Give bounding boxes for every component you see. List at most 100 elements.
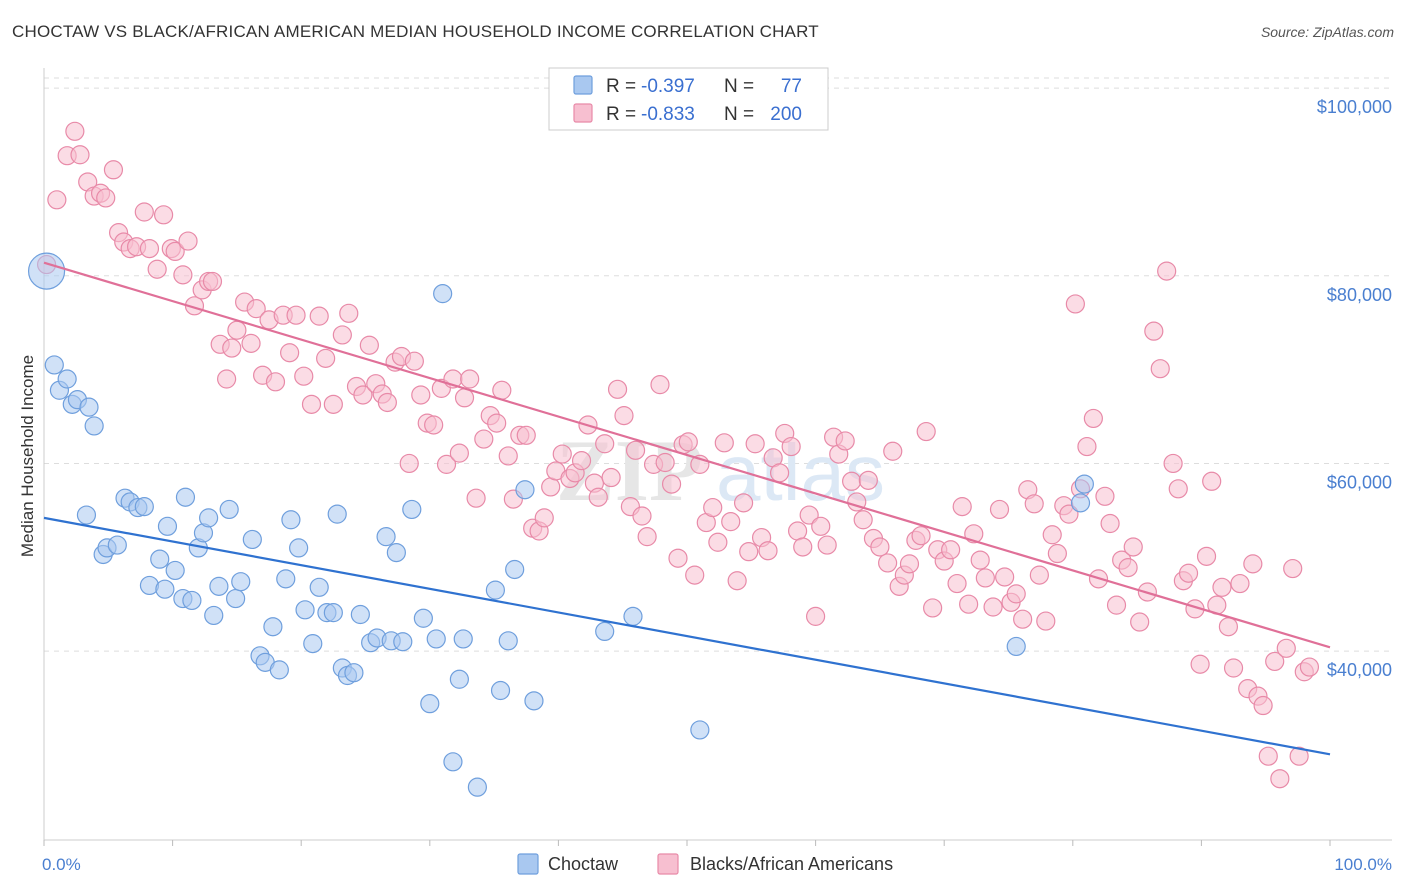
blacks-point-200 bbox=[1270, 769, 1290, 789]
blacks-point-127 bbox=[842, 471, 862, 491]
blacks-point-190 bbox=[1212, 577, 1232, 597]
blacks-point-149 bbox=[970, 550, 990, 570]
legend-r-value-blacks: -0.833 bbox=[641, 104, 695, 125]
choctaw-point-41 bbox=[303, 634, 323, 654]
blacks-point-89 bbox=[614, 406, 634, 426]
choctaw-point-37 bbox=[276, 569, 296, 589]
legend: R = -0.397 N = 77 R = -0.833 N = 200 bbox=[548, 67, 829, 131]
choctaw-point-48 bbox=[344, 663, 364, 683]
blacks-point-105 bbox=[708, 532, 728, 552]
choctaw-point-70 bbox=[524, 691, 544, 711]
choctaw-point-62 bbox=[443, 752, 463, 772]
choctaw-point-22 bbox=[157, 516, 178, 536]
blacks-point-111 bbox=[745, 434, 765, 454]
blacks-point-28 bbox=[222, 338, 242, 358]
series-blacks-african-americans bbox=[36, 121, 1320, 789]
choctaw-point-26 bbox=[199, 508, 219, 528]
blacks-point-76 bbox=[534, 508, 554, 528]
trend-line-choctaw bbox=[43, 516, 1331, 756]
blacks-point-100 bbox=[678, 432, 698, 452]
blacks-point-106 bbox=[714, 433, 734, 453]
blacks-point-60 bbox=[436, 454, 457, 474]
blacks-point-77 bbox=[541, 477, 561, 497]
y-tick-label-2: $60,000 bbox=[1327, 472, 1392, 492]
blacks-point-1 bbox=[47, 190, 67, 210]
blacks-point-17 bbox=[153, 205, 174, 225]
choctaw-point-30 bbox=[226, 588, 246, 609]
legend-n-label-blacks: N = bbox=[724, 104, 754, 125]
bottom-legend-label-choctaw: Choctaw bbox=[548, 854, 619, 874]
blacks-point-38 bbox=[286, 305, 306, 325]
blacks-point-168 bbox=[1083, 408, 1103, 429]
blacks-point-188 bbox=[1202, 471, 1222, 491]
choctaw-point-44 bbox=[323, 603, 343, 623]
trend-line-blacks bbox=[43, 261, 1331, 649]
blacks-point-62 bbox=[449, 443, 469, 463]
blacks-point-68 bbox=[487, 413, 507, 433]
blacks-point-186 bbox=[1190, 654, 1210, 674]
blacks-point-120 bbox=[799, 505, 819, 525]
choctaw-point-75 bbox=[1070, 493, 1091, 513]
trend-lines bbox=[43, 261, 1331, 756]
blacks-point-15 bbox=[139, 238, 160, 259]
blacks-point-37 bbox=[280, 343, 300, 363]
choctaw-point-64 bbox=[467, 777, 487, 797]
choctaw-point-45 bbox=[327, 504, 347, 524]
choctaw-point-36 bbox=[269, 660, 289, 680]
blacks-point-133 bbox=[878, 553, 898, 573]
blacks-point-70 bbox=[498, 446, 518, 466]
choctaw-point-76 bbox=[1074, 474, 1094, 494]
blacks-point-55 bbox=[404, 351, 424, 371]
blacks-point-126 bbox=[835, 431, 855, 451]
choctaw-point-66 bbox=[490, 680, 511, 701]
y-tick-label-3: $40,000 bbox=[1327, 660, 1392, 680]
blacks-point-88 bbox=[607, 379, 628, 399]
blacks-point-151 bbox=[983, 597, 1003, 617]
blacks-point-140 bbox=[916, 421, 936, 442]
blacks-point-9 bbox=[103, 160, 124, 180]
choctaw-point-40 bbox=[295, 600, 315, 620]
blacks-point-54 bbox=[399, 453, 419, 474]
choctaw-point-65 bbox=[485, 580, 505, 600]
blacks-point-182 bbox=[1168, 479, 1188, 499]
choctaw-point-28 bbox=[209, 576, 229, 596]
blacks-point-147 bbox=[959, 594, 979, 614]
blacks-point-198 bbox=[1258, 746, 1278, 766]
blacks-point-193 bbox=[1230, 573, 1250, 594]
blacks-point-39 bbox=[294, 366, 314, 386]
blacks-point-201 bbox=[1276, 638, 1296, 658]
blacks-point-58 bbox=[424, 415, 444, 435]
blacks-point-203 bbox=[1289, 746, 1309, 766]
blacks-point-167 bbox=[1077, 436, 1097, 457]
y-tick-label-1: $80,000 bbox=[1327, 285, 1392, 305]
choctaw-point-23 bbox=[175, 487, 196, 507]
blacks-point-14 bbox=[134, 202, 154, 222]
choctaw-point-1 bbox=[44, 355, 64, 375]
blacks-point-144 bbox=[941, 540, 961, 560]
blacks-point-171 bbox=[1100, 513, 1120, 534]
choctaw-point-11 bbox=[107, 535, 127, 555]
blacks-point-187 bbox=[1196, 546, 1217, 566]
blacks-point-91 bbox=[625, 440, 646, 460]
choctaw-point-8 bbox=[76, 505, 97, 525]
blacks-point-113 bbox=[758, 541, 778, 561]
blacks-point-107 bbox=[721, 512, 741, 532]
choctaw-point-74 bbox=[1006, 636, 1026, 657]
blacks-point-176 bbox=[1130, 612, 1150, 632]
choctaw-point-29 bbox=[219, 499, 239, 520]
blacks-point-132 bbox=[870, 537, 890, 557]
bottom-legend-swatch-blacks bbox=[657, 853, 679, 875]
choctaw-point-38 bbox=[281, 510, 301, 530]
choctaw-point-18 bbox=[155, 579, 175, 599]
blacks-point-153 bbox=[995, 567, 1015, 587]
blacks-point-108 bbox=[727, 571, 747, 591]
blacks-point-87 bbox=[601, 467, 621, 488]
blacks-point-109 bbox=[733, 493, 754, 513]
blacks-point-156 bbox=[1013, 609, 1033, 629]
blacks-point-82 bbox=[571, 451, 592, 471]
blacks-point-20 bbox=[173, 265, 193, 285]
blacks-point-181 bbox=[1163, 453, 1183, 474]
blacks-point-159 bbox=[1029, 565, 1049, 585]
chart-source: Source: ZipAtlas.com bbox=[1260, 24, 1394, 40]
